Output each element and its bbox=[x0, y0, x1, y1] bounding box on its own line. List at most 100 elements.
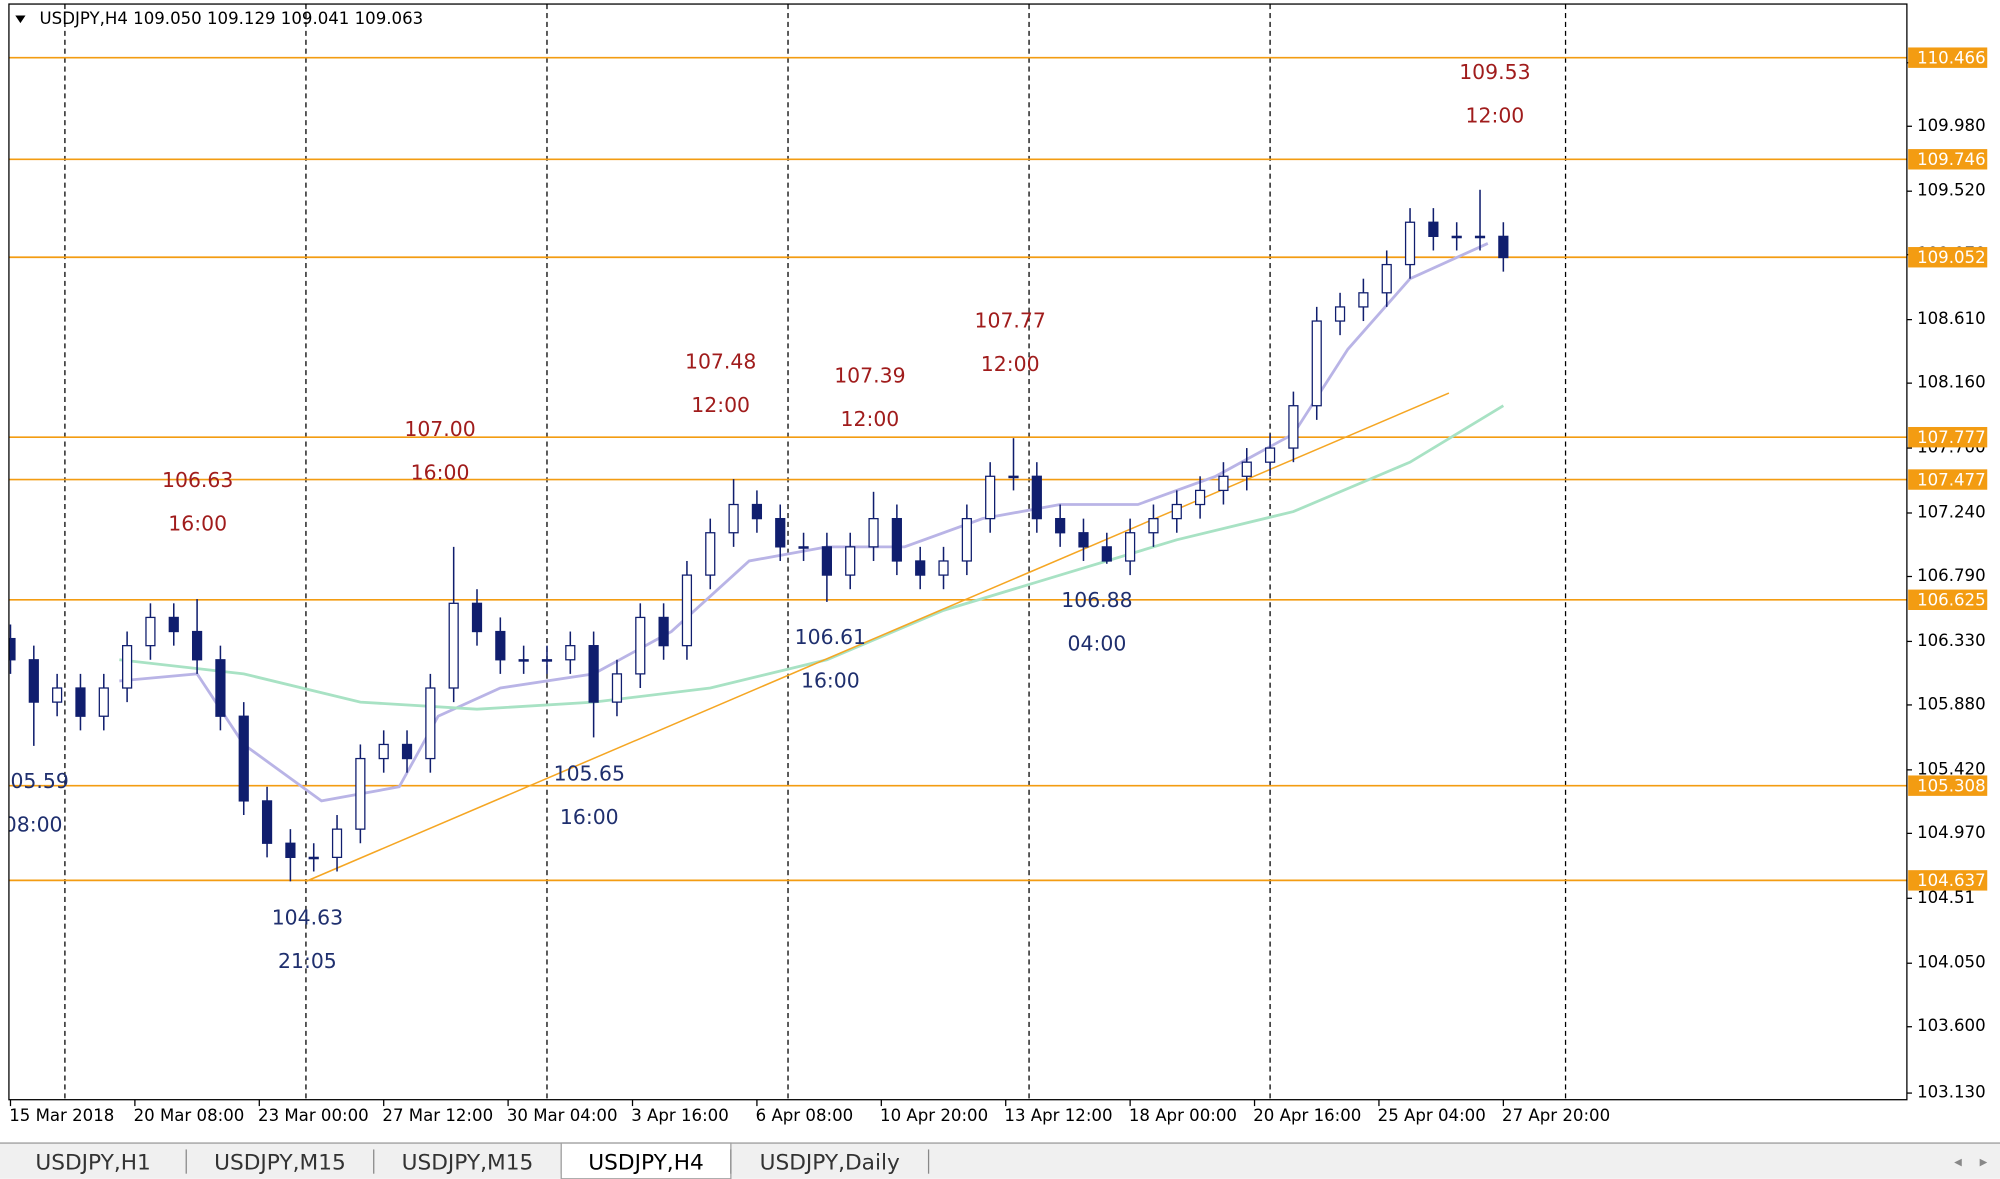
tab[interactable]: USDJPY,Daily bbox=[760, 1150, 900, 1175]
candle-body bbox=[1241, 461, 1252, 477]
candle-body bbox=[378, 743, 389, 760]
candle-body bbox=[658, 616, 669, 647]
scroll-left[interactable]: ◂ bbox=[1954, 1153, 1962, 1171]
x-tick-label: 27 Mar 12:00 bbox=[382, 1106, 493, 1125]
annotation-price: 107.77 bbox=[975, 309, 1046, 333]
candle-body bbox=[122, 645, 133, 689]
level-label: 107.777 bbox=[1917, 428, 1986, 447]
level-label-box bbox=[1908, 47, 1988, 68]
candle-body bbox=[588, 645, 599, 703]
candle-body bbox=[635, 616, 646, 675]
annotation-time: 16:00 bbox=[168, 511, 227, 535]
symbol-info: USDJPY,H4 109.050 109.129 109.041 109.06… bbox=[40, 9, 424, 28]
scroll-right[interactable]: ▸ bbox=[1980, 1153, 1988, 1171]
candle-body bbox=[261, 800, 273, 844]
x-tick-label: 3 Apr 16:00 bbox=[631, 1106, 729, 1125]
candle-body bbox=[425, 687, 436, 760]
y-tick-label: 106.790 bbox=[1917, 566, 1986, 585]
level-label-box bbox=[1908, 775, 1988, 796]
candle-body bbox=[1171, 503, 1182, 520]
candle-body bbox=[705, 532, 716, 576]
candle-body bbox=[1428, 221, 1439, 237]
tab-bar bbox=[0, 1143, 2000, 1179]
candle-body bbox=[915, 560, 926, 576]
level-label: 106.625 bbox=[1917, 591, 1986, 610]
candle-body bbox=[938, 560, 949, 576]
candle-body bbox=[751, 503, 763, 520]
level-label-box bbox=[1908, 469, 1988, 490]
x-tick-label: 6 Apr 08:00 bbox=[756, 1106, 854, 1125]
candle-body bbox=[821, 546, 832, 576]
level-label-box bbox=[1908, 870, 1988, 891]
annotation-price: 105.59 bbox=[0, 769, 69, 793]
candle-body bbox=[1404, 221, 1416, 266]
candle-body bbox=[8, 637, 16, 661]
y-tick-label: 108.160 bbox=[1917, 373, 1986, 392]
y-tick-label: 104.51 bbox=[1917, 888, 1975, 907]
tab[interactable]: USDJPY,M15 bbox=[214, 1150, 346, 1175]
candle-body bbox=[985, 475, 996, 520]
indicator-line bbox=[119, 404, 1505, 711]
x-tick-label: 13 Apr 12:00 bbox=[1004, 1106, 1112, 1125]
candle-body bbox=[191, 630, 203, 661]
annotation-price: 107.00 bbox=[404, 417, 475, 441]
tab[interactable]: USDJPY,M15 bbox=[402, 1150, 534, 1175]
candle-body bbox=[1218, 475, 1229, 492]
x-tick-label: 30 Mar 04:00 bbox=[507, 1106, 618, 1125]
candle-body bbox=[681, 574, 693, 647]
candle-body bbox=[845, 546, 856, 576]
candle-body bbox=[285, 842, 296, 859]
candle-body bbox=[145, 616, 156, 647]
candle-body bbox=[331, 828, 343, 859]
level-label: 109.052 bbox=[1917, 248, 1986, 267]
y-tick-label: 108.610 bbox=[1917, 309, 1986, 328]
annotation-price: 109.53 bbox=[1459, 60, 1530, 84]
x-tick-label: 15 Mar 2018 bbox=[9, 1106, 114, 1125]
chart-content: 106.63 16:00 107.00 16:00 107.48 12:00 107.39 1… bbox=[0, 4, 1907, 1100]
menu-arrow[interactable] bbox=[15, 15, 26, 24]
candle-body bbox=[1381, 263, 1392, 294]
annotation-price: 105.65 bbox=[554, 761, 625, 785]
candle-body bbox=[98, 687, 109, 717]
level-label: 109.746 bbox=[1917, 150, 1986, 169]
candle-body bbox=[495, 630, 506, 661]
candle-body bbox=[1264, 447, 1276, 463]
annotation-price: 107.48 bbox=[685, 349, 756, 373]
level-label-box bbox=[1908, 589, 1988, 610]
level-label-box bbox=[1908, 426, 1988, 448]
level-label: 104.637 bbox=[1917, 871, 1986, 890]
candle-body bbox=[215, 659, 226, 717]
candle-body bbox=[52, 687, 63, 703]
level-label: 110.466 bbox=[1917, 48, 1986, 67]
y-tick-label: 104.050 bbox=[1917, 953, 1986, 972]
x-tick-label: 18 Apr 00:00 bbox=[1129, 1106, 1237, 1125]
candle-body bbox=[868, 517, 879, 548]
annotation-price: 107.39 bbox=[834, 363, 905, 387]
candle-body bbox=[775, 517, 786, 548]
candle-body bbox=[238, 715, 249, 802]
x-tick-label: 27 Apr 20:00 bbox=[1502, 1106, 1610, 1125]
candle-body bbox=[1334, 306, 1346, 322]
candle-body bbox=[1311, 320, 1322, 407]
candle-body bbox=[1498, 235, 1509, 259]
candle-body bbox=[168, 616, 179, 633]
candle-body bbox=[1008, 475, 1019, 479]
tab[interactable]: USDJPY,H4 bbox=[588, 1150, 704, 1175]
y-tick-label: 103.130 bbox=[1917, 1083, 1986, 1102]
annotation-time: 21:05 bbox=[278, 949, 337, 973]
tab[interactable]: USDJPY,H1 bbox=[35, 1150, 151, 1175]
x-tick-label: 20 Mar 08:00 bbox=[134, 1106, 245, 1125]
candle-body bbox=[355, 757, 366, 830]
candle-body bbox=[308, 856, 319, 860]
y-tick-label: 106.330 bbox=[1917, 631, 1986, 650]
annotation-time: 12:00 bbox=[691, 393, 750, 417]
x-tick-label: 20 Apr 16:00 bbox=[1253, 1106, 1361, 1125]
tab-active-bg[interactable] bbox=[560, 1142, 732, 1179]
annotation-time: 16:00 bbox=[411, 460, 470, 484]
annotation-price: 106.88 bbox=[1061, 588, 1132, 612]
candle-body bbox=[541, 659, 553, 662]
candle-body bbox=[1125, 532, 1136, 562]
candle-body bbox=[75, 687, 86, 717]
candle-body bbox=[401, 743, 413, 760]
